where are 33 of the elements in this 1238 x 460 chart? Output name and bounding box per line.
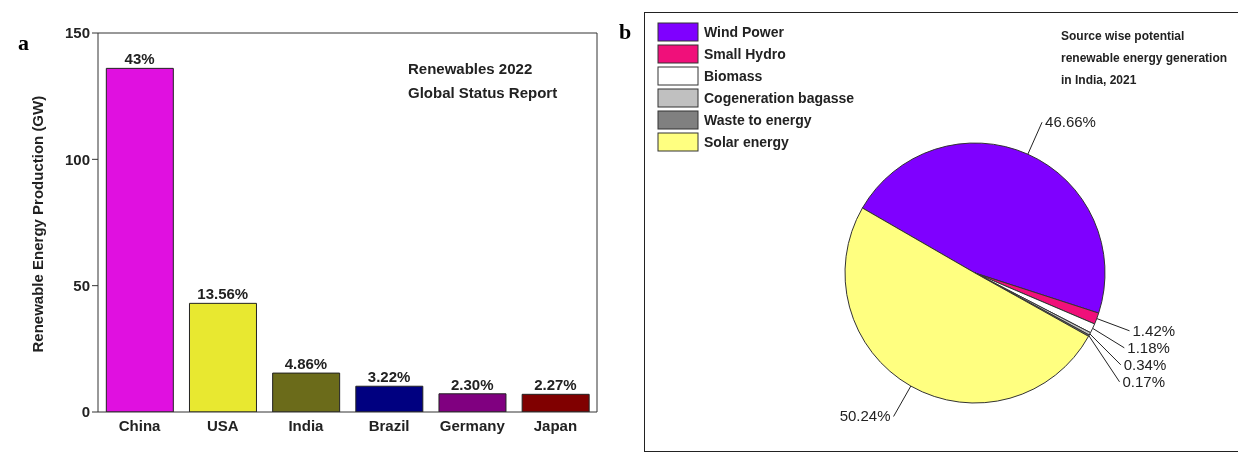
data-label: 1.42% <box>1132 321 1176 339</box>
legend-label: Cogeneration bagasse <box>704 90 855 106</box>
x-tick-label: China <box>118 416 162 434</box>
legend-label: Wind Power <box>704 24 784 40</box>
annotation: 13.56% <box>197 285 249 303</box>
legend-label: Biomass <box>704 68 763 84</box>
y-axis-title: Renewable Energy Production (GW) <box>29 95 47 353</box>
legend-label: Waste to energy <box>704 112 812 128</box>
data-label: 46.66% <box>1045 113 1096 131</box>
data-label: 0.17% <box>1122 372 1166 390</box>
annotation: 2.27% <box>534 376 577 394</box>
x-tick-label: Japan <box>533 416 578 434</box>
text: b <box>619 19 632 45</box>
data-label: 0.34% <box>1123 355 1167 373</box>
text: Source wise potential renewable energy generation in India, 2021 <box>1061 28 1229 89</box>
data-label: 50.24% <box>839 407 891 425</box>
y-tick-label: 100 <box>64 150 90 168</box>
annotation: 3.22% <box>367 368 411 386</box>
y-tick-label: 50 <box>73 276 90 294</box>
annotation: 43% <box>124 50 155 68</box>
text: a <box>18 30 29 56</box>
text: Renewables 2022 Global Status Report <box>408 59 559 103</box>
annotation: 2.30% <box>450 375 494 393</box>
y-tick-label: 150 <box>64 24 90 42</box>
y-tick-label: 0 <box>81 403 90 421</box>
data-label: 1.18% <box>1127 338 1170 356</box>
x-tick-label: India <box>288 416 325 434</box>
x-tick-label: Germany <box>439 416 506 434</box>
x-tick-label: USA <box>206 416 239 434</box>
legend-label: Solar energy <box>704 134 789 150</box>
annotation: 4.86% <box>284 355 328 373</box>
x-tick-label: Brazil <box>368 416 410 434</box>
legend-label: Small Hydro <box>704 46 786 62</box>
